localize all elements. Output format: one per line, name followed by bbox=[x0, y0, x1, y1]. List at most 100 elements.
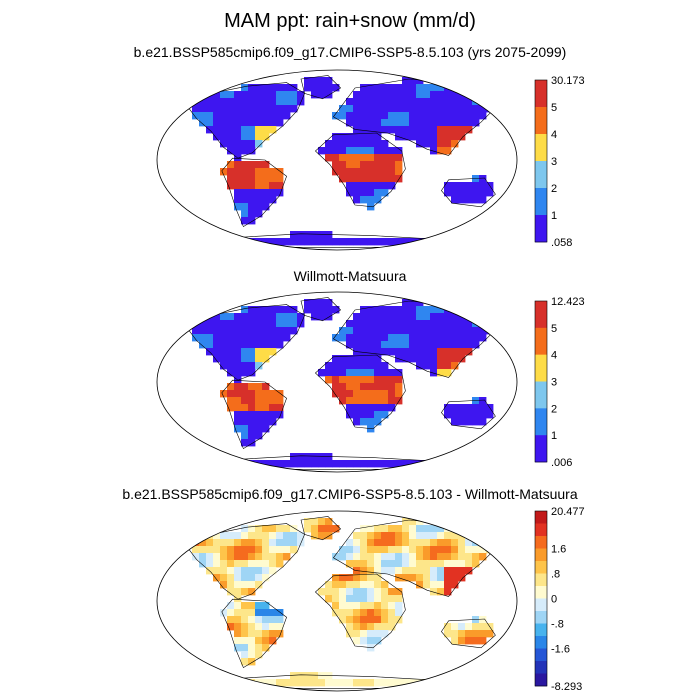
grid-cell bbox=[395, 383, 403, 391]
grid-cell bbox=[339, 553, 347, 561]
grid-cell bbox=[353, 196, 361, 204]
grid-cell bbox=[402, 133, 410, 141]
grid-cell bbox=[430, 588, 438, 596]
grid-cell bbox=[367, 397, 375, 405]
grid-cell bbox=[262, 560, 270, 568]
grid-cell bbox=[262, 623, 270, 631]
grid-cell bbox=[416, 546, 424, 554]
grid-cell bbox=[367, 460, 375, 468]
grid-cell bbox=[213, 348, 221, 356]
grid-cell bbox=[430, 140, 438, 148]
grid-cell bbox=[283, 112, 291, 120]
grid-cell bbox=[220, 105, 228, 113]
grid-cell bbox=[318, 588, 326, 596]
grid-cell bbox=[332, 140, 340, 148]
grid-cell bbox=[381, 560, 389, 568]
grid-cell bbox=[248, 210, 256, 218]
grid-cell bbox=[381, 376, 389, 384]
grid-cell bbox=[360, 630, 368, 638]
grid-cell bbox=[465, 320, 473, 328]
grid-cell bbox=[241, 98, 249, 106]
grid-cell bbox=[297, 532, 305, 540]
grid-cell bbox=[395, 397, 403, 405]
grid-cell bbox=[374, 334, 382, 342]
colorbar-frame bbox=[534, 510, 548, 687]
grid-cell bbox=[360, 355, 368, 363]
grid-cell bbox=[402, 77, 410, 85]
grid-cell bbox=[276, 168, 284, 176]
grid-cell bbox=[325, 532, 333, 540]
grid-cell bbox=[458, 553, 466, 561]
grid-cell bbox=[220, 355, 228, 363]
grid-cell bbox=[472, 189, 480, 197]
grid-cell bbox=[423, 334, 431, 342]
grid-cell bbox=[374, 189, 382, 197]
grid-cell bbox=[416, 539, 424, 547]
grid-cell bbox=[360, 616, 368, 624]
grid-cell bbox=[437, 546, 445, 554]
grid-cell bbox=[381, 175, 389, 183]
grid-cell bbox=[290, 84, 298, 92]
grid-cell bbox=[402, 532, 410, 540]
grid-cell bbox=[255, 362, 263, 370]
grid-cell bbox=[241, 539, 249, 547]
colorbar-tick-label: -1.6 bbox=[551, 644, 570, 656]
grid-cell bbox=[262, 404, 270, 412]
grid-cell bbox=[304, 238, 312, 246]
grid-cell bbox=[416, 327, 424, 335]
grid-cell bbox=[276, 84, 284, 92]
grid-cell bbox=[353, 140, 361, 148]
grid-cell bbox=[388, 567, 396, 575]
grid-cell bbox=[269, 390, 277, 398]
grid-cell bbox=[451, 320, 459, 328]
grid-cell bbox=[262, 334, 270, 342]
grid-cell bbox=[395, 154, 403, 162]
grid-cell bbox=[367, 140, 375, 148]
grid-cell bbox=[437, 539, 445, 547]
grid-cell bbox=[479, 532, 487, 540]
grid-cell bbox=[241, 203, 249, 211]
grid-cell bbox=[367, 637, 375, 645]
grid-cell bbox=[213, 341, 221, 349]
colorbar-tick-label: 1 bbox=[551, 210, 557, 222]
grid-cell bbox=[360, 98, 368, 106]
grid-cell bbox=[381, 567, 389, 575]
grid-cell bbox=[353, 369, 361, 377]
grid-cell bbox=[374, 320, 382, 328]
grid-cell bbox=[430, 574, 438, 582]
grid-cell bbox=[276, 238, 284, 246]
grid-cell bbox=[269, 679, 277, 687]
grid-cell bbox=[339, 376, 347, 384]
grid-cell bbox=[234, 168, 242, 176]
grid-cell bbox=[325, 376, 333, 384]
grid-cell bbox=[409, 105, 417, 113]
grid-cell bbox=[395, 369, 403, 377]
grid-cell bbox=[437, 112, 445, 120]
grid-cell bbox=[479, 411, 487, 419]
grid-cell bbox=[290, 313, 298, 321]
grid-cell bbox=[234, 425, 242, 433]
grid-cell bbox=[325, 77, 333, 85]
grid-cell bbox=[241, 84, 249, 92]
grid-cell bbox=[479, 637, 487, 645]
grid-cell bbox=[409, 306, 417, 314]
grid-cell bbox=[339, 334, 347, 342]
grid-cell bbox=[353, 376, 361, 384]
grid-cell bbox=[451, 637, 459, 645]
grid-cell bbox=[367, 404, 375, 412]
grid-cell bbox=[374, 560, 382, 568]
grid-cell bbox=[283, 546, 291, 554]
grid-cell bbox=[297, 672, 305, 680]
grid-cell bbox=[388, 609, 396, 617]
grid-cell bbox=[367, 341, 375, 349]
grid-cell bbox=[248, 175, 256, 183]
grid-cell bbox=[374, 168, 382, 176]
grid-cell bbox=[360, 418, 368, 426]
grid-cell bbox=[360, 313, 368, 321]
colorbar-swatch bbox=[535, 548, 547, 562]
grid-cell bbox=[248, 355, 256, 363]
colorbar-frame bbox=[534, 79, 548, 243]
grid-cell bbox=[458, 348, 466, 356]
grid-cell bbox=[276, 341, 284, 349]
colorbar-tick-label: 0 bbox=[551, 594, 557, 606]
